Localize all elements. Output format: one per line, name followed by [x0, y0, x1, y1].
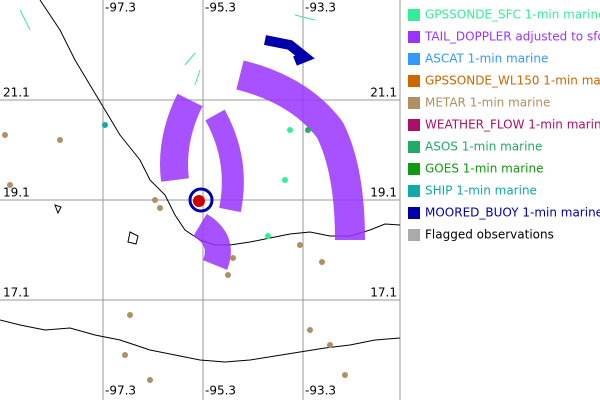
barb-swath: [205, 109, 244, 213]
legend-swatch: [408, 75, 420, 87]
lat-label: 19.1: [370, 186, 397, 200]
legend-swatch: [408, 9, 420, 21]
legend-swatch: [408, 163, 420, 175]
legend-label: ASCAT 1-min marine: [425, 52, 548, 66]
sonde-barbs: [19, 9, 316, 86]
lake: [127, 231, 139, 245]
barb-swath: [160, 93, 203, 182]
legend-label: GOES 1-min marine: [425, 162, 543, 176]
lat-label: 17.1: [3, 286, 30, 300]
metar-markers: [2, 132, 348, 383]
legend-label: SHIP 1-min marine: [425, 184, 537, 198]
legend-label: TAIL_DOPPLER adjusted to sfc: [424, 30, 600, 44]
legend-label: WEATHER_FLOW 1-min marine: [425, 118, 600, 132]
legend-swatch: [408, 207, 420, 219]
lon-label: -95.3: [205, 1, 236, 15]
buoy-marker: [188, 187, 214, 213]
legend-swatch: [408, 53, 420, 65]
ship-marker: [102, 122, 108, 128]
legend: GPSSONDE_SFC 1-min marine TAIL_DOPPLER ad…: [408, 8, 600, 242]
flagged-marker: [193, 195, 205, 207]
legend-label: METAR 1-min marine: [425, 96, 550, 110]
sonde-marker: [282, 177, 288, 183]
lat-label: 19.1: [3, 186, 30, 200]
asos-marker: [305, 127, 311, 133]
legend-label: GPSSONDE_WL150 1-min marine: [425, 74, 600, 88]
barb-swath: [192, 213, 231, 270]
barb-swath: [236, 60, 365, 241]
legend-label: ASOS 1-min marine: [425, 140, 542, 154]
lon-label: -97.3: [105, 1, 136, 15]
coastline-path: [0, 319, 401, 363]
lat-label: 17.1: [370, 286, 397, 300]
legend-swatch: [408, 31, 420, 43]
sonde-marker: [287, 127, 293, 133]
legend-swatch: [408, 185, 420, 197]
legend-swatch: [408, 97, 420, 109]
barbs: [2, 9, 365, 383]
legend-swatch: [408, 229, 420, 241]
lat-label: 21.1: [3, 86, 30, 100]
lat-label: 21.1: [370, 86, 397, 100]
legend-label: GPSSONDE_SFC 1-min marine: [425, 8, 600, 22]
lon-label: -95.3: [205, 384, 236, 398]
lon-label: -97.3: [105, 384, 136, 398]
legend-label: Flagged observations: [425, 228, 554, 242]
coordinate-labels: -97.3 -95.3 -93.3 -97.3 -95.3 -93.3 21.1 19.1 17…: [3, 1, 397, 398]
legend-swatch: [408, 141, 420, 153]
legend-swatch: [408, 119, 420, 131]
lon-label: -93.3: [305, 384, 336, 398]
lon-label: -93.3: [305, 1, 336, 15]
sonde-marker: [265, 233, 271, 239]
buoy-barbs: [264, 35, 315, 66]
lake: [54, 204, 62, 215]
legend-label: MOORED_BUOY 1-min marine: [425, 206, 600, 220]
